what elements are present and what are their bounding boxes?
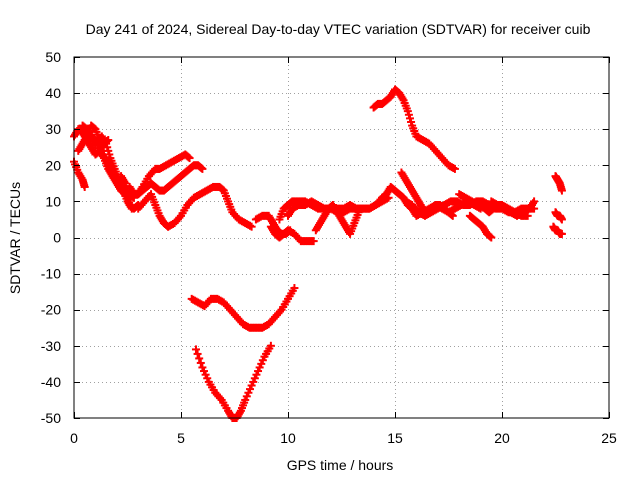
data-point-marker xyxy=(247,222,256,231)
data-series xyxy=(191,341,275,422)
y-tick-label: 40 xyxy=(45,85,61,101)
y-tick-label: 0 xyxy=(53,230,61,246)
chart-title: Day 241 of 2024, Sidereal Day-to-day VTE… xyxy=(86,21,591,37)
y-tick-label: -20 xyxy=(41,302,61,318)
y-tick-label: 50 xyxy=(45,49,61,65)
y-tick-label: 20 xyxy=(45,157,61,173)
data-series xyxy=(311,201,363,238)
data-point-marker xyxy=(80,182,89,191)
y-tick-label: -30 xyxy=(41,338,61,354)
data-point-marker xyxy=(309,237,318,246)
x-tick-label: 25 xyxy=(601,430,617,446)
data-series xyxy=(551,172,566,195)
x-tick-label: 15 xyxy=(387,430,403,446)
y-tick-label: -40 xyxy=(41,374,61,390)
data-point-marker xyxy=(195,354,204,363)
data-series-group xyxy=(70,85,566,422)
data-point-marker xyxy=(290,284,299,293)
x-axis-label: GPS time / hours xyxy=(287,457,394,473)
data-point-marker xyxy=(191,345,200,354)
y-tick-label: -50 xyxy=(41,410,61,426)
data-point-marker xyxy=(448,211,457,220)
data-point-marker xyxy=(196,358,205,367)
plot-frame xyxy=(73,56,610,419)
data-point-marker xyxy=(557,229,566,238)
data-series xyxy=(549,222,566,238)
y-axis-label: SDTVAR / TECUs xyxy=(7,182,23,294)
data-point-marker xyxy=(487,233,496,242)
y-tick-label: -10 xyxy=(41,266,61,282)
data-series xyxy=(487,197,539,220)
data-series xyxy=(266,222,318,246)
data-point-marker xyxy=(185,154,194,163)
data-point-marker xyxy=(530,197,539,206)
data-point-marker xyxy=(557,186,566,195)
data-series xyxy=(551,208,566,224)
data-series xyxy=(465,211,496,242)
grid-lines xyxy=(74,57,609,418)
axis-ticks: 0 5 10 15 20 25 -50 -40 -30 -20 -10 0 10 20 30 40 50 xyxy=(41,49,617,446)
data-point-marker xyxy=(266,341,275,350)
x-tick-label: 0 xyxy=(70,430,78,446)
x-tick-label: 20 xyxy=(494,430,510,446)
x-tick-label: 5 xyxy=(177,430,185,446)
y-tick-label: 30 xyxy=(45,121,61,137)
data-series xyxy=(369,85,459,173)
data-series xyxy=(134,190,173,231)
data-point-marker xyxy=(450,164,459,173)
data-series xyxy=(164,182,256,231)
data-series xyxy=(187,284,299,332)
data-point-marker xyxy=(354,208,363,217)
data-series xyxy=(134,150,194,199)
y-tick-label: 10 xyxy=(45,193,61,209)
data-point-marker xyxy=(193,349,202,358)
data-point-marker xyxy=(557,215,566,224)
data-point-marker xyxy=(198,164,207,173)
x-tick-label: 10 xyxy=(280,430,296,446)
